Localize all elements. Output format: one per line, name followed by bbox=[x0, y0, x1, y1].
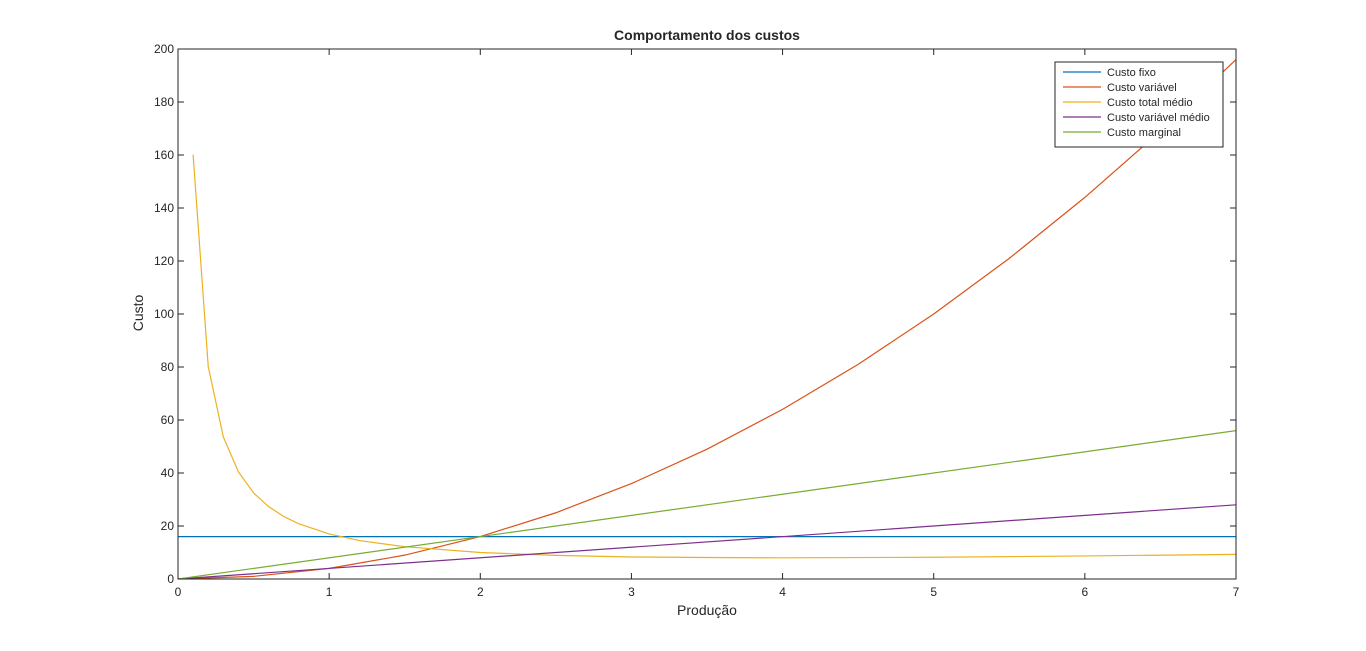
plot-area: 0 1 2 3 4 5 6 7 0 20 40 60 80 100 120 140 160 180 200 bbox=[154, 42, 1240, 599]
series-line-5 bbox=[178, 430, 1236, 579]
x-tick-label: 0 bbox=[175, 585, 182, 599]
y-tick-label: 140 bbox=[154, 201, 174, 215]
legend-label-3: Custo total médio bbox=[1107, 97, 1193, 109]
legend-label-2: Custo variável bbox=[1107, 82, 1177, 94]
series-line-2 bbox=[178, 59, 1236, 579]
legend-label-1: Custo fixo bbox=[1107, 67, 1156, 79]
legend-label-5: Custo marginal bbox=[1107, 127, 1181, 139]
y-tick-label: 160 bbox=[154, 148, 174, 162]
series-group bbox=[178, 59, 1236, 579]
y-tick-label: 100 bbox=[154, 307, 174, 321]
x-tick-label: 2 bbox=[477, 585, 484, 599]
y-tick-label: 80 bbox=[161, 360, 175, 374]
x-tick-label: 6 bbox=[1082, 585, 1089, 599]
y-tick-label: 60 bbox=[161, 413, 175, 427]
x-tick-label: 3 bbox=[628, 585, 635, 599]
x-tick-label: 4 bbox=[779, 585, 786, 599]
chart-title: Comportamento dos custos bbox=[614, 27, 800, 43]
series-line-4 bbox=[178, 504, 1236, 579]
x-axis-label: Produção bbox=[677, 602, 737, 618]
series-line-3 bbox=[192, 154, 1236, 559]
legend-box bbox=[1054, 61, 1224, 148]
y-tick-label: 20 bbox=[161, 519, 175, 533]
y-tick-label: 40 bbox=[161, 466, 175, 480]
y-tick-label: 0 bbox=[167, 572, 174, 586]
x-tick-label: 1 bbox=[326, 585, 333, 599]
y-tick-label: 120 bbox=[154, 254, 174, 268]
y-tick-label: 200 bbox=[154, 42, 174, 56]
y-axis-label: Custo bbox=[130, 295, 146, 332]
legend-label-4: Custo variável médio bbox=[1107, 112, 1210, 124]
y-tick-label: 180 bbox=[154, 95, 174, 109]
x-tick-label: 7 bbox=[1233, 585, 1240, 599]
legend: Custo fixo Custo variável Custo total médi… bbox=[1054, 61, 1224, 148]
x-tick-label: 5 bbox=[930, 585, 937, 599]
